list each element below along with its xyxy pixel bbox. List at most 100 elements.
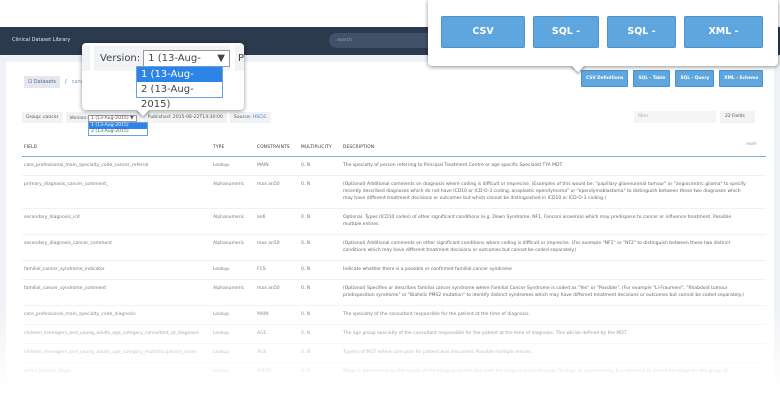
field-description: Type(s) of MDT where care plan for patie… — [341, 343, 766, 363]
breadcrumb-separator: / — [64, 79, 67, 85]
field-multiplicity: 0..N — [299, 208, 341, 235]
callout-sql-table-button[interactable]: SQL - Table — [533, 16, 599, 67]
source-label: Source: — [233, 115, 252, 120]
callout-export-buttons: CSV Definitions SQL - Table SQL - Query … — [441, 16, 763, 67]
field-type: Lookup — [211, 343, 255, 363]
field-type: Alphanumeric — [211, 234, 255, 261]
published-badge: Published: 2015-06-22T14:30:00 — [143, 112, 227, 123]
callout-sql-query-button[interactable]: SQL - Query — [607, 16, 676, 67]
breadcrumb-current[interactable]: cancer — [71, 79, 89, 85]
field-multiplicity: 0..N — [299, 156, 341, 176]
field-constraints: WILMS — [255, 362, 299, 382]
table-row[interactable]: secondary_diagnosis_icd Alphanumeric an6 0.… — [22, 208, 766, 235]
callout-version-badge: Version: 1 (13-Aug-2015) ▼ — [94, 46, 230, 79]
breadcrumb-datasets-label: Datasets — [33, 79, 56, 85]
field-constraints: max an50 — [255, 175, 299, 209]
field-constraints: max an50 — [255, 234, 299, 261]
field-multiplicity: 0..N — [299, 343, 341, 363]
field-name: familial_cancer_syndrome_indicator — [22, 260, 211, 280]
callout-csv-definitions-button[interactable]: CSV Definitions — [441, 16, 525, 67]
field-multiplicity: 0..N — [299, 362, 341, 382]
dropdown-caret-icon: ▼ — [217, 53, 225, 64]
field-type: Alphanumeric — [211, 279, 255, 306]
brand-title[interactable]: Clinical Dataset Library — [12, 37, 71, 43]
table-row[interactable]: primary_diagnosis_cancer_comment_ Alphanu… — [22, 175, 766, 209]
group-badge: Group: cancer — [22, 112, 63, 123]
column-field[interactable]: FIELD — [22, 142, 211, 157]
sql-table-button[interactable]: SQL - Table — [633, 70, 671, 87]
field-name: children_teenagers_and_young_adults_age_… — [22, 343, 211, 363]
table-row[interactable]: wilms_tumour_stage Lookup WILMS 0..N Stage i… — [22, 362, 766, 382]
callout-version-dropdown: 1 (13-Aug-2015) 2 (13-Aug-2015) — [136, 66, 223, 110]
field-name: secondary_diagnosis_cancer_comment — [22, 234, 211, 261]
table-row[interactable]: care_professional_main_specialty_code_ca… — [22, 156, 766, 176]
version-option[interactable]: 2 (13-Aug-2015) — [91, 129, 129, 134]
dataset-card: ⊡ Datasets / cancer CSV Definitions SQL … — [6, 62, 774, 402]
fields-table: FIELD TYPE CONSTRAINTS MULTIPLICITY DESC… — [22, 142, 766, 382]
field-constraints: MAIN — [255, 156, 299, 176]
xml-schema-button[interactable]: XML - Schema — [719, 70, 764, 87]
field-description: Optional. Types (ICD10 codes) of other s… — [341, 208, 766, 235]
field-description: (Optional) Specifies or describes famili… — [341, 279, 766, 306]
table-row[interactable]: care_professional_main_specialty_code_di… — [22, 305, 766, 325]
column-description[interactable]: DESCRIPTION — [341, 142, 766, 157]
dataset-icon: ⊡ — [28, 79, 34, 85]
callout-version-value: 1 (13-Aug-2015) — [148, 53, 201, 79]
table-row[interactable]: familial_cancer_syndrome_indicator Lookup… — [22, 260, 766, 280]
field-type: Alphanumeric — [211, 175, 255, 209]
field-multiplicity: 0..N — [299, 279, 341, 306]
version-label: Version: — [69, 116, 88, 121]
column-constraints[interactable]: CONSTRAINTS — [255, 142, 299, 157]
field-multiplicity: 0..N — [299, 305, 341, 325]
field-multiplicity: 0..N — [299, 175, 341, 209]
field-description: Stage is determined by the results of th… — [341, 362, 766, 382]
csv-definitions-button[interactable]: CSV Definitions — [581, 70, 629, 87]
field-constraints: AGE — [255, 324, 299, 344]
field-constraints: MAIN — [255, 305, 299, 325]
search-input[interactable]: search — [329, 33, 449, 48]
callout-version-option[interactable]: 1 (13-Aug-2015) — [137, 67, 222, 95]
field-description: (Optional) Additional comments on other … — [341, 234, 766, 261]
source-link[interactable]: HSCIC — [252, 115, 267, 120]
version-select-value: 1 (13-Aug-2015) — [90, 116, 129, 121]
field-constraints: AGE — [255, 343, 299, 363]
callout-ghost-chip — [82, 46, 90, 71]
field-type: Lookup — [211, 260, 255, 280]
field-multiplicity: 0..N — [299, 234, 341, 261]
version-select[interactable]: 1 (13-Aug-2015) ▼ — [87, 115, 137, 122]
callout-version-option[interactable]: 2 (13-Aug-2015) — [141, 84, 194, 110]
column-multiplicity[interactable]: MULTIPLICITY — [299, 142, 341, 157]
table-row[interactable]: familial_cancer_syndrome_comment Alphanum… — [22, 279, 766, 306]
version-zoom-callout: Version: 1 (13-Aug-2015) ▼ P 1 (13-Aug-20… — [82, 43, 244, 117]
field-name: care_professional_main_specialty_code_di… — [22, 305, 211, 325]
field-constraints: FCS — [255, 260, 299, 280]
field-description: The specialty of person referring to Pri… — [341, 156, 766, 176]
table-row[interactable]: children_teenagers_and_young_adults_age_… — [22, 343, 766, 363]
export-buttons: CSV Definitions SQL - Table SQL - Query … — [581, 70, 764, 87]
field-description: (Optional) Additional comments on diagno… — [341, 175, 766, 209]
table-row[interactable]: secondary_diagnosis_cancer_comment Alphan… — [22, 234, 766, 261]
breadcrumb-datasets[interactable]: ⊡ Datasets — [24, 76, 60, 88]
dataset-meta: Group: cancer Version: 1 (13-Aug-2015) ▼ … — [22, 112, 271, 123]
version-dropdown: 1 (13-Aug-2015) 2 (13-Aug-2015) — [88, 122, 148, 136]
field-name: wilms_tumour_stage — [22, 362, 211, 382]
field-description: Indicate whether there is a possible or … — [341, 260, 766, 280]
callout-version-select[interactable]: 1 (13-Aug-2015) ▼ — [143, 50, 230, 79]
callout-xml-schema-button[interactable]: XML - Schema — [684, 16, 763, 67]
sql-query-button[interactable]: SQL - Query — [675, 70, 715, 87]
column-type[interactable]: TYPE — [211, 142, 255, 157]
field-description: The specialty of the consultant responsi… — [341, 305, 766, 325]
breadcrumb: ⊡ Datasets / cancer — [24, 76, 89, 88]
field-multiplicity: 0..N — [299, 260, 341, 280]
field-multiplicity: 0..N — [299, 324, 341, 344]
field-name: familial_cancer_syndrome_comment — [22, 279, 211, 306]
field-constraints: an6 — [255, 208, 299, 235]
table-row[interactable]: children_teenagers_and_young_adults_age_… — [22, 324, 766, 344]
filter-input[interactable]: filter — [634, 111, 716, 123]
source-badge: Source: HSCIC — [229, 112, 271, 123]
field-type: Lookup — [211, 362, 255, 382]
exports-zoom-callout: CSV Definitions SQL - Table SQL - Query … — [428, 0, 778, 73]
version-option[interactable]: 1 (13-Aug-2015) — [89, 123, 147, 129]
field-name: secondary_diagnosis_icd — [22, 208, 211, 235]
field-type: Lookup — [211, 156, 255, 176]
